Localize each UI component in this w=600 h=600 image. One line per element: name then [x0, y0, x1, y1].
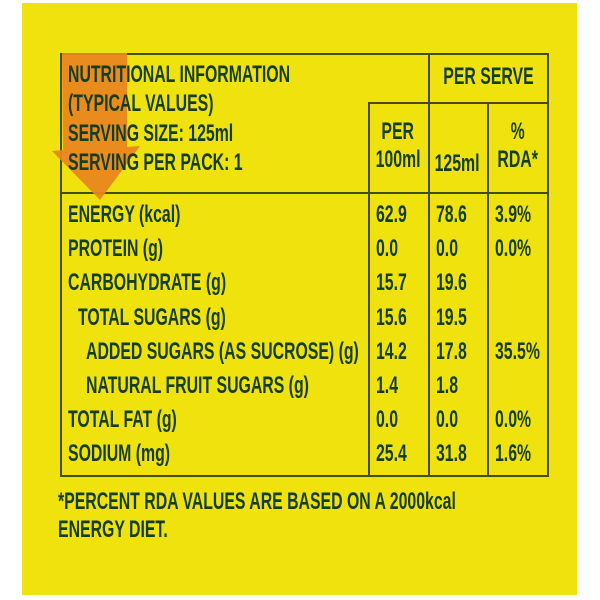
column-divider	[487, 102, 489, 475]
value-per-100ml: 1.4	[376, 372, 399, 400]
per-serve-divider	[368, 102, 547, 104]
serving-size: SERVING SIZE: 125ml	[68, 119, 234, 147]
table-row-natural-fruit-sugars: NATURAL FRUIT SUGARS (g) 1.4 1.8	[60, 369, 549, 403]
per-100ml-column-header: PER 100ml	[375, 118, 421, 173]
value-rda: 0.0%	[495, 406, 532, 434]
row-label: TOTAL SUGARS (g)	[78, 303, 226, 331]
column-divider	[368, 102, 370, 475]
column-divider	[428, 55, 430, 475]
row-label: NATURAL FRUIT SUGARS (g)	[86, 372, 309, 400]
row-label: CARBOHYDRATE (g)	[68, 269, 227, 297]
value-per-125ml: 19.5	[436, 303, 467, 331]
nutrition-table-borders	[60, 53, 549, 477]
value-per-100ml: 62.9	[376, 201, 407, 229]
value-per-100ml: 15.7	[376, 269, 407, 297]
value-per-125ml: 0.0	[436, 235, 459, 263]
footnote-line: ENERGY DIET.	[58, 516, 168, 543]
value-per-125ml: 78.6	[436, 201, 467, 229]
table-row-energy: ENERGY (kcal) 62.9 78.6 3.9%	[60, 198, 549, 232]
value-per-100ml: 15.6	[376, 303, 407, 331]
value-per-125ml: 19.6	[436, 269, 467, 297]
value-per-125ml: 0.0	[436, 406, 459, 434]
row-label: TOTAL FAT (g)	[68, 406, 177, 434]
table-row-added-sugars: ADDED SUGARS (AS SUCROSE) (g) 14.2 17.8 …	[60, 335, 549, 369]
value-rda: 0.0%	[495, 235, 532, 263]
serving-per-pack: SERVING PER PACK: 1	[68, 149, 243, 177]
nutrition-table: NUTRITIONAL INFORMATION (TYPICAL VALUES)…	[60, 53, 549, 477]
per-serve-header: PER SERVE	[443, 62, 534, 90]
table-row-total-fat: TOTAL FAT (g) 0.0 0.0 0.0%	[60, 403, 549, 437]
row-label: ENERGY (kcal)	[68, 201, 181, 229]
row-label: ADDED SUGARS (AS SUCROSE) (g)	[86, 337, 359, 365]
value-per-125ml: 17.8	[436, 337, 467, 365]
nutrition-rows: ENERGY (kcal) 62.9 78.6 3.9% PROTEIN (g)…	[60, 192, 549, 477]
row-label: PROTEIN (g)	[68, 235, 164, 263]
value-per-100ml: 14.2	[376, 337, 407, 365]
table-title: NUTRITIONAL INFORMATION	[68, 60, 291, 88]
value-rda: 1.6%	[495, 440, 532, 468]
value-per-100ml: 0.0	[376, 235, 399, 263]
value-rda: 35.5%	[495, 337, 540, 365]
value-rda: 3.9%	[495, 201, 532, 229]
value-per-125ml: 31.8	[436, 440, 467, 468]
footnote-line: *PERCENT RDA VALUES ARE BASED ON A 2000k…	[58, 488, 456, 515]
table-row-carbohydrate: CARBOHYDRATE (g) 15.7 19.6	[60, 266, 549, 300]
table-row-protein: PROTEIN (g) 0.0 0.0 0.0%	[60, 232, 549, 266]
table-title-block: NUTRITIONAL INFORMATION (TYPICAL VALUES)…	[68, 60, 404, 178]
table-row-total-sugars: TOTAL SUGARS (g) 15.6 19.5	[60, 301, 549, 335]
value-per-100ml: 25.4	[376, 440, 407, 468]
rda-column-header: % RDA*	[497, 118, 539, 173]
rda-footnote: *PERCENT RDA VALUES ARE BASED ON A 2000k…	[58, 488, 600, 544]
row-label: SODIUM (mg)	[68, 440, 171, 468]
value-per-100ml: 0.0	[376, 406, 399, 434]
value-per-125ml: 1.8	[436, 372, 459, 400]
table-subtitle: (TYPICAL VALUES)	[68, 90, 214, 118]
table-row-sodium: SODIUM (mg) 25.4 31.8 1.6%	[60, 437, 549, 471]
header-body-divider	[62, 192, 547, 194]
per-125ml-column-header: 125ml	[435, 150, 480, 177]
